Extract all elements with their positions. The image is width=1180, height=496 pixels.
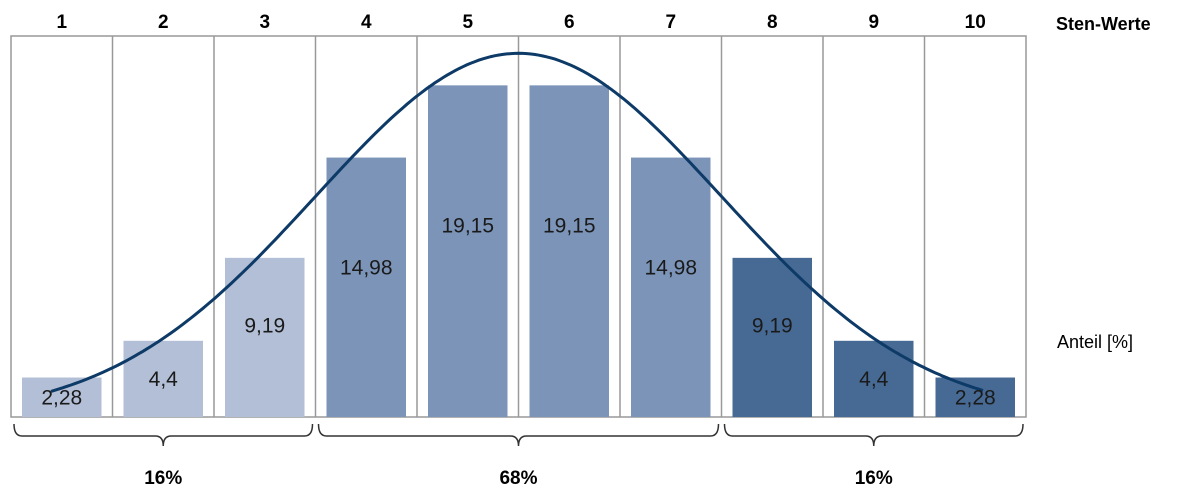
bar-value-label: 4,4 — [149, 368, 179, 391]
bar-1 — [22, 377, 102, 417]
normal-curve — [50, 51, 984, 393]
bar-value-label: 2,28 — [955, 386, 996, 409]
x-tick-label: 4 — [361, 12, 372, 33]
bar-value-label: 9,19 — [752, 315, 793, 338]
bar-value-label: 14,98 — [644, 257, 697, 280]
x-tick-label: 10 — [965, 12, 986, 33]
bar-value-label: 9,19 — [244, 315, 285, 338]
group-percent-label: 16% — [144, 468, 182, 489]
group-percent-label: 16% — [855, 468, 893, 489]
bar-10 — [935, 377, 1015, 417]
bar-4 — [326, 157, 406, 417]
x-tick-label: 2 — [158, 12, 169, 33]
bar-7 — [631, 157, 711, 417]
x-tick-label: 5 — [462, 12, 473, 33]
x-tick-label: 9 — [868, 12, 879, 33]
bar-value-label: 4,4 — [859, 368, 889, 391]
group-brace — [13, 423, 314, 447]
x-tick-label: 8 — [767, 12, 778, 33]
x-axis-title: Sten-Werte — [1056, 14, 1151, 34]
x-tick-label: 3 — [259, 12, 270, 33]
bar-6 — [529, 85, 609, 418]
group-brace — [723, 423, 1024, 447]
y-axis-title: Anteil [%] — [1057, 332, 1134, 352]
bar-5 — [428, 85, 508, 418]
group-brace — [317, 423, 720, 447]
bar-value-label: 19,15 — [441, 215, 494, 238]
bar-value-label: 2,28 — [41, 386, 82, 409]
bar-8 — [732, 257, 812, 417]
x-tick-label: 6 — [564, 12, 575, 33]
bar-value-label: 14,98 — [340, 257, 393, 280]
x-tick-label: 7 — [665, 12, 676, 33]
group-percent-label: 68% — [499, 468, 537, 489]
bar-3 — [225, 257, 305, 417]
bar-value-label: 19,15 — [543, 215, 596, 238]
x-tick-label: 1 — [56, 12, 67, 33]
